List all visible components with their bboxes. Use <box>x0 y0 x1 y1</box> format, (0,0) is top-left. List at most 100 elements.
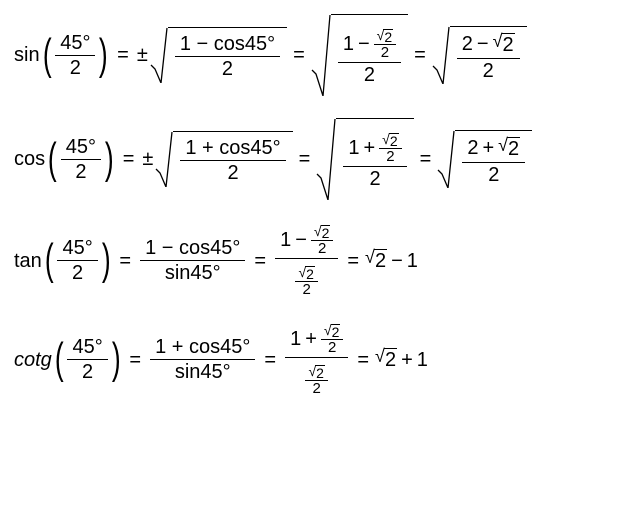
sqrt2-icon: √2 <box>298 266 314 281</box>
den: 2 <box>217 57 238 81</box>
num: 2+ √2 <box>462 135 525 163</box>
sqrt2-icon: √2 <box>498 137 520 160</box>
equation-cotg: cotg 45° 2 = 1 + cos45° sin45° = 1+ √2 2… <box>14 321 613 398</box>
num: 1 − cos45° <box>175 32 280 57</box>
half-angle-frac: 45° 2 <box>67 335 107 384</box>
equals: = <box>357 350 369 370</box>
frac-3: 2− √2 2 <box>457 31 520 83</box>
frac-2: 1− √2 2 2 <box>338 26 401 87</box>
angle-num: 45° <box>67 335 107 360</box>
plus-minus: ± <box>142 149 153 169</box>
equals: = <box>117 45 129 65</box>
num: 1 + cos45° <box>150 335 255 360</box>
equals: = <box>264 350 276 370</box>
angle-den: 2 <box>77 360 98 384</box>
sqrt-1: 1 − cos45° 2 <box>150 27 287 83</box>
fn-cotg: cotg <box>14 350 52 370</box>
small-frac: √2 2 <box>295 265 317 297</box>
equals: = <box>123 149 135 169</box>
sqrt-1: 1 + cos45° 2 <box>155 131 292 187</box>
angle-num: 45° <box>55 31 95 56</box>
num: 1 − cos45° <box>140 236 245 261</box>
plus-minus: ± <box>137 45 148 65</box>
half-angle-frac: 45° 2 <box>57 236 97 285</box>
frac-2: 1+ √2 2 2 <box>343 130 406 191</box>
num: 1− √2 2 <box>275 222 338 259</box>
equation-cos: cos 45° 2 = ± 1 + cos45° 2 = 1+ √2 2 <box>14 118 613 200</box>
sqrt-3: 2+ √2 2 <box>437 130 532 188</box>
den: √2 2 <box>290 259 322 299</box>
den: 2 <box>364 167 385 191</box>
result: √2 − 1 <box>365 249 418 272</box>
num: 1+ √2 2 <box>285 321 348 358</box>
den: √2 2 <box>300 358 332 398</box>
arg-paren: 45° 2 <box>40 31 112 80</box>
equation-tan: tan 45° 2 = 1 − cos45° sin45° = 1− √2 2 … <box>14 222 613 299</box>
arg-paren: 45° 2 <box>52 335 124 384</box>
fn-cos: cos <box>14 149 45 169</box>
sden: 2 <box>383 149 397 164</box>
sqrt2-icon: √2 <box>324 324 340 339</box>
sden: 2 <box>325 340 339 355</box>
fn-tan: tan <box>14 251 42 271</box>
sqrt2-icon: √2 <box>365 249 387 272</box>
den: 2 <box>359 63 380 87</box>
num: 1− √2 2 <box>338 26 401 63</box>
snum: √2 <box>379 132 401 149</box>
angle-den: 2 <box>65 56 86 80</box>
den: sin45° <box>170 360 236 384</box>
fn-sin: sin <box>14 45 40 65</box>
sqrt2-icon: √2 <box>493 33 515 56</box>
sqrt2-icon: √2 <box>308 365 324 380</box>
snum: √2 <box>321 323 343 340</box>
arg-paren: 45° 2 <box>42 236 114 285</box>
equals: = <box>119 251 131 271</box>
frac-1: 1 − cos45° sin45° <box>140 236 245 285</box>
result: √2 + 1 <box>375 348 428 371</box>
frac-1: 1 − cos45° 2 <box>175 32 280 81</box>
snum: √2 <box>305 364 327 381</box>
frac-1: 1 + cos45° sin45° <box>150 335 255 384</box>
equals: = <box>254 251 266 271</box>
den: 2 <box>478 59 499 83</box>
frac-3: 2+ √2 2 <box>462 135 525 187</box>
equals: = <box>299 149 311 169</box>
sqrt2-icon: √2 <box>375 348 397 371</box>
snum: √2 <box>374 28 396 45</box>
sden: 2 <box>315 241 329 256</box>
arg-paren: 45° 2 <box>45 135 117 184</box>
sden: 2 <box>300 282 314 297</box>
sden: 2 <box>378 45 392 60</box>
equals: = <box>129 350 141 370</box>
sqrt2-icon: √2 <box>377 29 393 44</box>
angle-den: 2 <box>67 261 88 285</box>
equals: = <box>420 149 432 169</box>
sden: 2 <box>310 381 324 396</box>
half-angle-frac: 45° 2 <box>61 135 101 184</box>
sqrt2-icon: √2 <box>314 225 330 240</box>
small-frac: √2 2 <box>311 224 333 256</box>
num: 1+ √2 2 <box>343 130 406 167</box>
equals: = <box>347 251 359 271</box>
den: 2 <box>483 163 504 187</box>
small-frac: √2 2 <box>379 132 401 164</box>
small-frac: √2 2 <box>374 28 396 60</box>
den: sin45° <box>160 261 226 285</box>
num: 2− √2 <box>457 31 520 59</box>
equals: = <box>414 45 426 65</box>
equation-sin: sin 45° 2 = ± 1 − cos45° 2 = 1− √2 2 <box>14 14 613 96</box>
half-angle-frac: 45° 2 <box>55 31 95 80</box>
frac-2: 1+ √2 2 √2 2 <box>285 321 348 398</box>
snum: √2 <box>311 224 333 241</box>
angle-den: 2 <box>70 160 91 184</box>
small-frac: √2 2 <box>305 364 327 396</box>
sqrt-3: 2− √2 2 <box>432 26 527 84</box>
num: 1 + cos45° <box>180 136 285 161</box>
sqrt-2: 1− √2 2 2 <box>311 14 408 96</box>
sqrt2-icon: √2 <box>382 133 398 148</box>
den: 2 <box>222 161 243 185</box>
frac-1: 1 + cos45° 2 <box>180 136 285 185</box>
angle-num: 45° <box>57 236 97 261</box>
angle-num: 45° <box>61 135 101 160</box>
frac-2: 1− √2 2 √2 2 <box>275 222 338 299</box>
